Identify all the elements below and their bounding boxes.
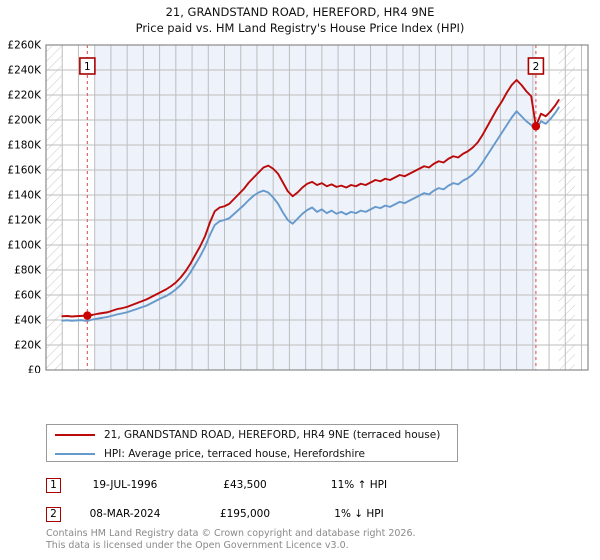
footer-attribution: Contains HM Land Registry data © Crown c… xyxy=(46,528,566,551)
transaction-hpi-delta: 1% ↓ HPI xyxy=(334,508,384,520)
svg-text:£120K: £120K xyxy=(7,215,42,227)
svg-text:£60K: £60K xyxy=(14,290,42,302)
footer-line-1: Contains HM Land Registry data © Crown c… xyxy=(46,528,416,539)
legend-item-hpi: HPI: Average price, terraced house, Here… xyxy=(47,444,457,463)
chart-series xyxy=(61,79,560,322)
svg-text:£180K: £180K xyxy=(7,140,42,152)
legend-label-price-paid: 21, GRANDSTAND ROAD, HEREFORD, HR4 9NE (… xyxy=(104,428,441,441)
svg-text:£200K: £200K xyxy=(7,115,42,127)
title-line-2: Price paid vs. HM Land Registry's House … xyxy=(135,21,465,35)
svg-text:£140K: £140K xyxy=(7,190,42,202)
svg-text:£40K: £40K xyxy=(14,315,42,327)
svg-text:£100K: £100K xyxy=(7,240,42,252)
transaction-hpi-delta: 11% ↑ HPI xyxy=(330,479,388,491)
legend-swatch-price-paid xyxy=(55,433,95,436)
title-line-1: 21, GRANDSTAND ROAD, HEREFORD, HR4 9NE xyxy=(165,5,435,19)
transaction-date: 19-JUL-1996 xyxy=(92,479,158,491)
transaction-marker-number: 2 xyxy=(46,506,61,522)
transaction-marker-number: 1 xyxy=(46,477,61,493)
svg-text:£260K: £260K xyxy=(7,40,42,52)
chart-axes: £0 £20K £40K £60K £80K £100K £120K £140K £160K £1… xyxy=(7,40,589,373)
legend-label-hpi: HPI: Average price, terraced house, Here… xyxy=(104,447,365,460)
legend-item-price-paid: 21, GRANDSTAND ROAD, HEREFORD, HR4 9NE (… xyxy=(47,425,457,444)
svg-text:£160K: £160K xyxy=(7,165,42,177)
chart-legend: 21, GRANDSTAND ROAD, HEREFORD, HR4 9NE (… xyxy=(46,424,458,462)
svg-text:1: 1 xyxy=(84,61,91,73)
svg-text:£80K: £80K xyxy=(14,265,42,277)
svg-text:£20K: £20K xyxy=(14,340,42,352)
svg-text:£0: £0 xyxy=(28,365,41,373)
transaction-row: 1 19-JUL-1996 £43,500 11% ↑ HPI xyxy=(46,474,466,496)
transaction-row: 2 08-MAR-2024 £195,000 1% ↓ HPI xyxy=(46,503,466,525)
transaction-price: £195,000 xyxy=(219,508,271,520)
footer-line-2: This data is licensed under the Open Gov… xyxy=(46,539,349,551)
transaction-price: £43,500 xyxy=(223,479,267,491)
legend-swatch-hpi xyxy=(55,452,95,455)
svg-text:2: 2 xyxy=(533,61,540,73)
page-title: 21, GRANDSTAND ROAD, HEREFORD, HR4 9NE P… xyxy=(0,4,600,36)
transaction-date: 08-MAR-2024 xyxy=(89,508,161,520)
chart-background xyxy=(46,45,588,370)
svg-text:£220K: £220K xyxy=(7,90,42,102)
svg-text:£240K: £240K xyxy=(7,65,42,77)
